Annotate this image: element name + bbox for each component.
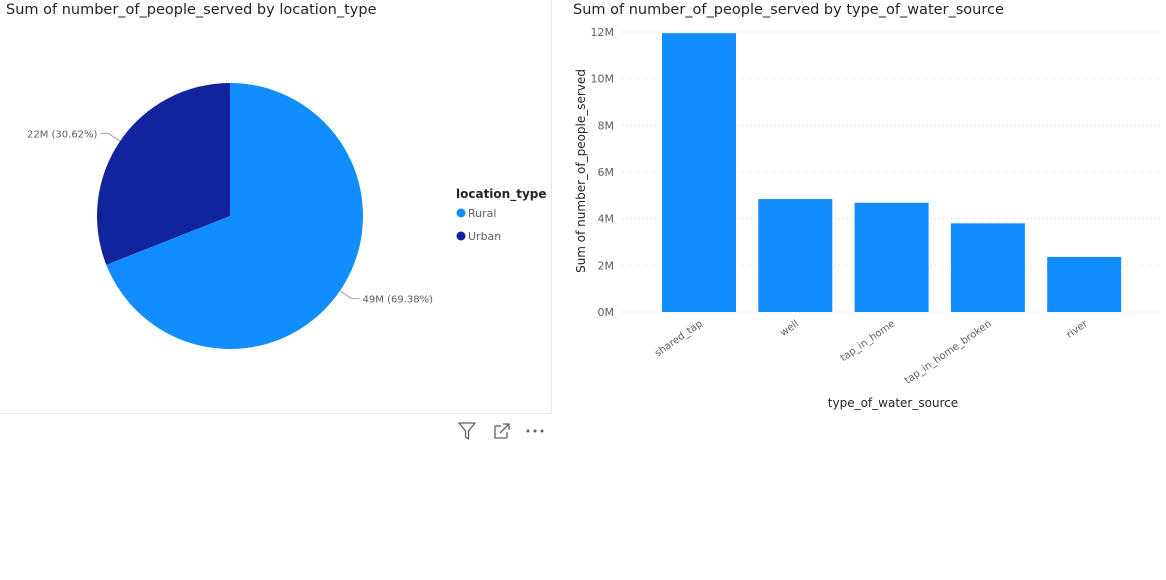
legend-item-rural[interactable]: Rural [468, 207, 496, 220]
pie-data-label-urban: 22M (30.62%) [27, 129, 98, 140]
bar-well[interactable] [758, 199, 833, 312]
x-tick-label: shared_tap [653, 318, 705, 359]
x-tick-label: well [778, 318, 801, 338]
x-tick-label: tap_in_home [839, 318, 898, 364]
visual-header [454, 420, 550, 442]
more-options-icon[interactable] [524, 420, 546, 442]
pie-chart-title: Sum of number_of_people_served by locati… [6, 2, 377, 18]
pie-slice-urban[interactable] [96, 83, 230, 265]
legend-marker-rural [456, 208, 466, 218]
x-tick-label: tap_in_home_broken [903, 318, 994, 386]
pie-chart-svg: 49M (69.38%) 22M (30.62%) location_type R… [27, 83, 547, 350]
pie-chart-visual[interactable]: Sum of number_of_people_served by locati… [0, 0, 552, 414]
bar-chart-svg: 0M 2M 4M 6M 8M 10M 12M shared_tap well tap_in_ho… [574, 26, 1163, 410]
bar-shared-tap[interactable] [662, 33, 736, 313]
y-tick-label: 10M [591, 73, 615, 86]
y-tick-label: 2M [598, 259, 615, 272]
y-tick-label: 8M [598, 119, 615, 132]
bar-chart-title: Sum of number_of_people_served by type_o… [573, 2, 1004, 18]
y-tick-label: 12M [591, 26, 615, 39]
legend-title: location_type [456, 187, 547, 202]
pie-slice-rural[interactable] [106, 83, 363, 350]
legend-item-urban[interactable]: Urban [468, 230, 501, 243]
y-axis-title: Sum of number_of_people_served [574, 69, 588, 273]
y-tick-label: 6M [598, 166, 615, 179]
pie-data-label-rural: 49M (69.38%) [363, 295, 434, 306]
pie-leader-line [339, 290, 360, 300]
bar-tap-in-home-broken[interactable] [950, 223, 1025, 312]
focus-mode-icon[interactable] [491, 420, 513, 442]
x-axis-title: type_of_water_source [828, 396, 958, 410]
bar-tap-in-home[interactable] [854, 202, 929, 312]
y-tick-label: 0M [598, 306, 615, 319]
x-tick-label: river [1065, 318, 1091, 341]
pie-leader-line [100, 132, 121, 142]
bar-chart-visual[interactable]: Sum of number_of_people_served by type_o… [566, 0, 1166, 420]
legend-marker-urban [456, 231, 466, 241]
filter-icon[interactable] [456, 420, 478, 442]
y-tick-label: 4M [598, 213, 615, 226]
bar-river[interactable] [1047, 256, 1122, 312]
